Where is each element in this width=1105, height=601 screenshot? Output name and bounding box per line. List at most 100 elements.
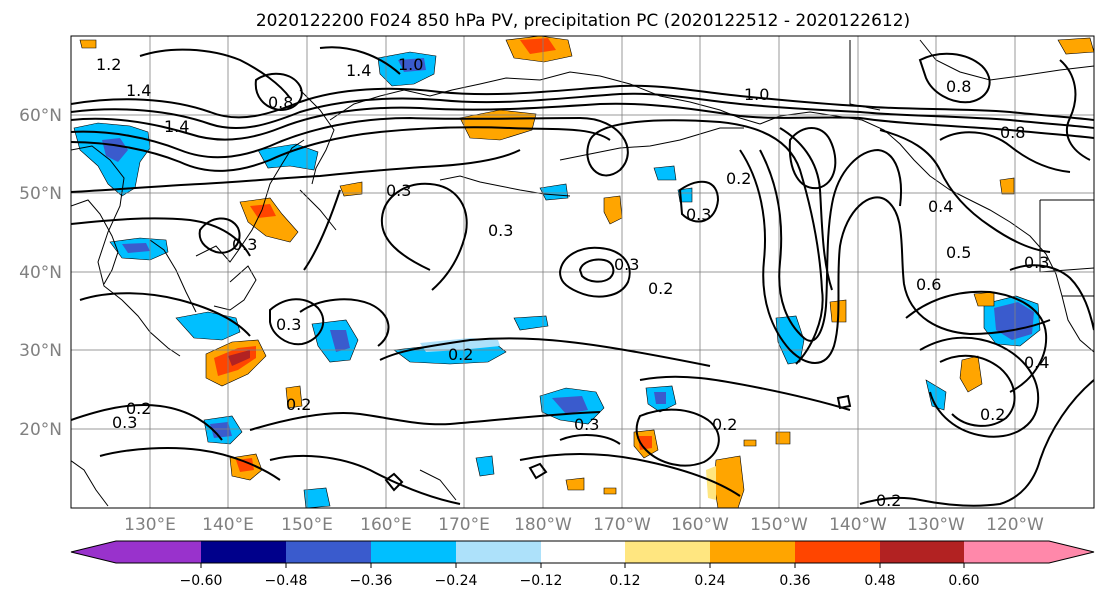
pv-contour (788, 127, 837, 190)
lat-label: 50°N (19, 184, 62, 204)
colorbar-segment (880, 541, 964, 563)
pv-contour (739, 149, 1051, 364)
coastline (419, 469, 457, 501)
colorbar-tick-label: 0.12 (609, 573, 640, 589)
lon-label: 130°W (907, 515, 965, 535)
precip-patch (175, 311, 241, 341)
contour-label: 1.4 (346, 61, 371, 80)
lon-label: 170°E (438, 515, 490, 535)
precip-patch (775, 431, 791, 445)
pv-contour (249, 411, 601, 431)
pv-contour (559, 434, 621, 445)
latitude-labels: 60°N 50°N 40°N 30°N 20°N (19, 106, 62, 440)
lon-label: 150°E (281, 515, 333, 535)
coastline (71, 460, 109, 507)
pv-contour (558, 246, 631, 298)
lon-label: 140°E (202, 515, 254, 535)
pv-contour (379, 337, 711, 367)
colorbar-segment (201, 541, 286, 563)
precip-patch (706, 466, 716, 500)
pv-contour (71, 92, 1094, 130)
pv-contour (918, 52, 991, 104)
colorbar-tick-label: 0.24 (694, 573, 725, 589)
contour-label: 0.3 (386, 181, 411, 200)
pv-contour (528, 462, 548, 480)
precip-patch (654, 392, 666, 404)
precip-patch (973, 291, 995, 307)
coastline (849, 40, 881, 111)
pv-contour (71, 149, 521, 193)
contour-label: 0.3 (614, 255, 639, 274)
precip-patch (236, 458, 254, 472)
pv-contour (71, 403, 223, 441)
precip-patch (475, 455, 495, 477)
lon-label: 160°E (360, 515, 412, 535)
coastline (213, 265, 257, 311)
colorbar-outline (70, 540, 1095, 564)
contour-label: 0.3 (1024, 253, 1049, 272)
pv-contour (79, 292, 251, 337)
lon-label: 130°E (124, 515, 176, 535)
contour-label: 0.2 (980, 405, 1005, 424)
coastline (1039, 267, 1094, 273)
precip-patch (603, 487, 617, 495)
contour-label: 0.8 (268, 93, 293, 112)
precip-patch (775, 315, 805, 365)
contour-label: 1.0 (744, 85, 769, 104)
precip-patch (285, 385, 303, 409)
colorbar-segment (286, 541, 371, 563)
pv-contour (905, 290, 1048, 393)
contour-label: 0.2 (648, 279, 673, 298)
lon-label: 160°W (671, 515, 729, 535)
contour-label: 0.2 (286, 395, 311, 414)
coastline (149, 239, 197, 313)
contour-label: 0.3 (232, 235, 257, 254)
contour-label: 1.2 (96, 55, 121, 74)
precip-patch (210, 422, 232, 438)
pv-contour (639, 375, 851, 411)
precip-patch (250, 204, 276, 218)
precip-patch (122, 243, 150, 253)
lon-label: 150°W (750, 515, 808, 535)
pv-contour (71, 84, 1094, 121)
precip-patch (513, 315, 549, 331)
pv-contour (198, 217, 241, 254)
precip-patch (565, 477, 585, 491)
pv-contour (139, 48, 291, 99)
precip-patch (228, 350, 250, 366)
pv-contour (269, 298, 325, 346)
contour-label: 1.0 (398, 55, 423, 74)
precip-patch (420, 338, 500, 352)
precip-patch (330, 330, 350, 352)
pv-contour (299, 298, 390, 347)
pv-contour (836, 394, 852, 410)
pv-contour (303, 189, 341, 271)
map-content: 1.2 1.4 1.0 1.4 0.8 1.4 1.0 0.8 0.8 0.3 … (71, 36, 1094, 508)
pv-contour (859, 379, 1094, 507)
contour-label: 0.2 (726, 169, 751, 188)
coastline (195, 139, 305, 263)
colorbar-segment (116, 541, 201, 563)
contour-label: 0.4 (928, 197, 953, 216)
colorbar: −0.60 −0.48 −0.36 −0.24 −0.12 0.12 0.24 … (70, 540, 1095, 589)
precip-patch (539, 183, 569, 201)
contour-label: 0.3 (686, 205, 711, 224)
longitude-labels: 130°E 140°E 150°E 160°E 170°E 180°W 170°… (124, 515, 1044, 535)
precip-patch (638, 436, 652, 450)
colorbar-segment (541, 541, 625, 563)
pv-contour (71, 102, 1094, 141)
contour-label: 0.5 (946, 243, 971, 262)
pv-contour (380, 182, 468, 291)
contour-label: 0.3 (276, 315, 301, 334)
pv-contour (939, 131, 1071, 173)
contour-label: 0.2 (448, 345, 473, 364)
colorbar-tick-label: −0.60 (180, 573, 223, 589)
precip-patch (257, 143, 319, 171)
lon-label: 180°W (514, 515, 572, 535)
contour-label: 0.2 (712, 415, 737, 434)
colorbar-tick-label: −0.36 (350, 573, 393, 589)
colorbar-tick-label: 0.36 (779, 573, 810, 589)
contour-label: 0.4 (1024, 353, 1049, 372)
pv-contour (1009, 264, 1094, 331)
